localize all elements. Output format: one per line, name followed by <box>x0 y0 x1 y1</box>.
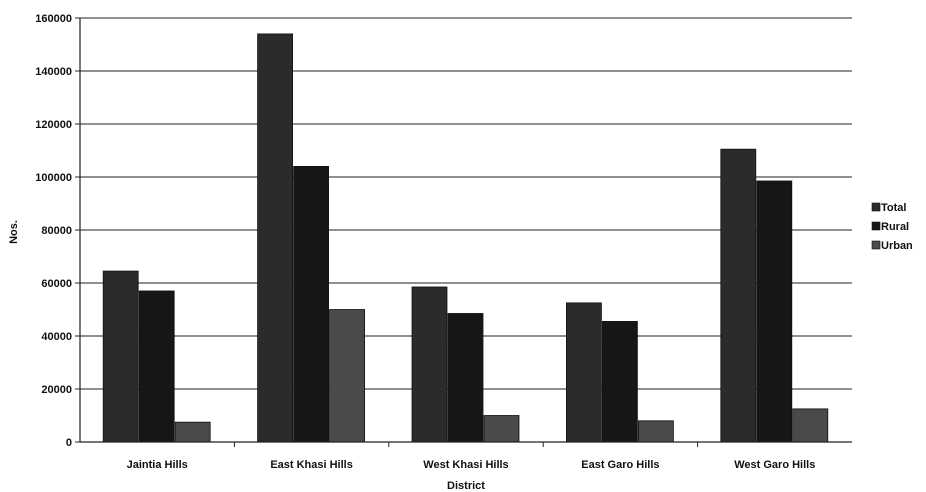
bar-urban-west-garo-hills <box>792 408 829 443</box>
legend: Total Rural Urban <box>871 202 913 252</box>
x-tick-label: East Garo Hills <box>581 459 659 471</box>
y-tick-label: 0 <box>66 437 72 449</box>
bar-rural-jaintia-hills <box>138 290 175 443</box>
y-tick-label: 100000 <box>35 172 72 184</box>
x-axis-title: District <box>447 480 485 492</box>
bar-total-west-garo-hills <box>720 148 757 443</box>
legend-label-urban: Urban <box>881 240 913 252</box>
legend-swatch-total <box>871 202 881 212</box>
bar-rural-east-garo-hills <box>602 321 638 443</box>
gridlines <box>80 17 852 390</box>
y-axis-title: Nos. <box>8 220 20 244</box>
bar-total-west-khasi-hills <box>411 286 448 443</box>
legend-swatch-rural <box>871 221 881 231</box>
x-tick-label: East Khasi Hills <box>270 459 353 471</box>
y-tick-label: 120000 <box>35 119 72 131</box>
legend-label-rural: Rural <box>881 221 909 233</box>
y-tick-label: 60000 <box>41 278 72 290</box>
bar-urban-east-khasi-hills <box>329 309 366 443</box>
legend-swatch-urban <box>871 240 881 250</box>
y-tick-labels: 0 20000 40000 60000 80000 100000 120000 140000 1… <box>35 13 72 449</box>
bar-total-east-garo-hills <box>566 302 602 443</box>
y-tick-label: 40000 <box>41 331 72 343</box>
bar-rural-east-khasi-hills <box>293 165 330 443</box>
bar-urban-jaintia-hills <box>174 421 211 443</box>
bar-rural-west-khasi-hills <box>447 313 484 443</box>
bar-total-jaintia-hills <box>102 270 139 443</box>
x-tick-label: West Khasi Hills <box>423 459 508 471</box>
y-tick-label: 160000 <box>35 13 72 25</box>
bar-urban-west-khasi-hills <box>483 415 520 443</box>
y-tick-label: 20000 <box>41 384 72 396</box>
x-tick-label: West Garo Hills <box>734 459 815 471</box>
bar-urban-east-garo-hills <box>638 420 674 443</box>
y-tick-label: 140000 <box>35 66 72 78</box>
bars <box>102 33 829 443</box>
axes <box>75 17 852 447</box>
bar-rural-west-garo-hills <box>756 180 793 443</box>
bar-total-east-khasi-hills <box>257 33 294 443</box>
x-tick-labels: Jaintia Hills East Khasi Hills West Khasi … <box>127 459 816 471</box>
y-tick-label: 80000 <box>41 225 72 237</box>
x-tick-label: Jaintia Hills <box>127 459 188 471</box>
legend-label-total: Total <box>881 202 906 214</box>
